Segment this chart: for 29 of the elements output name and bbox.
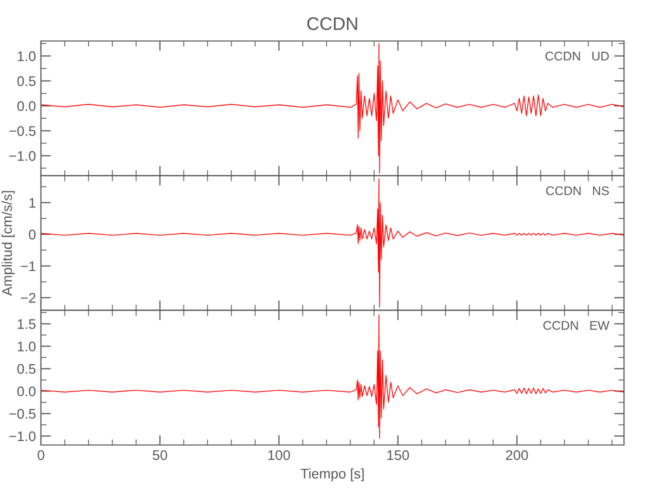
- y-tick-label: 1.5: [18, 319, 36, 329]
- y-tick-label: 1.0: [18, 51, 36, 62]
- x-tick-label: 100: [268, 450, 290, 460]
- line-series: [40, 314, 624, 439]
- y-tick-label: −2: [20, 292, 36, 303]
- chart-title: CCDN: [307, 17, 358, 30]
- x-tick-label: 200: [506, 450, 528, 460]
- y-tick-label: 0.0: [17, 386, 36, 396]
- y-tick-label: 0.5: [17, 76, 36, 86]
- x-axis-title: Tiempo [s]: [300, 468, 364, 482]
- y-tick-label: 1.0: [18, 342, 36, 352]
- y-tick-label: 0: [28, 230, 36, 240]
- annotation: CCDN NS: [546, 186, 609, 196]
- x-tick-label: 50: [152, 450, 168, 460]
- y-tick-label: −1: [20, 261, 36, 272]
- line-series: [40, 43, 624, 174]
- y-tick-label: −1.0: [9, 431, 36, 442]
- x-tick-label: 0: [38, 450, 44, 460]
- y-tick-label: 1: [29, 198, 36, 208]
- annotation: CCDN UD: [545, 52, 609, 61]
- y-tick-label: −0.5: [9, 408, 36, 419]
- y-tick-label: 0.5: [17, 364, 36, 374]
- line-series: [40, 178, 624, 308]
- annotation: CCDN EW: [543, 320, 610, 330]
- y-tick-label: −1.0: [9, 151, 36, 161]
- y-tick-label: 0.0: [17, 101, 36, 112]
- y-tick-label: −0.5: [9, 126, 36, 136]
- x-tick-label: 150: [387, 450, 409, 460]
- y-axis-title: Amplitud [cm/s/s]: [2, 191, 15, 296]
